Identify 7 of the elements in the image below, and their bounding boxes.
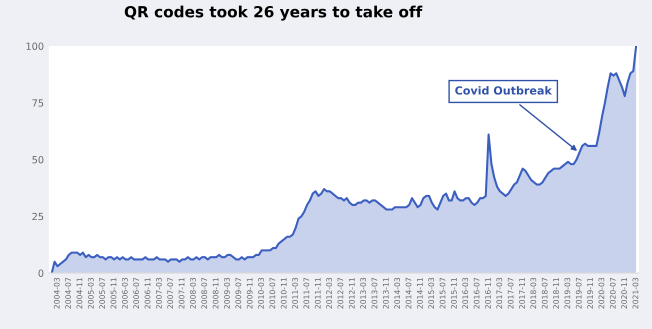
y-tick-label: 50 bbox=[32, 156, 44, 164]
y-tick-label: 25 bbox=[32, 212, 44, 220]
y-tick-label: 75 bbox=[32, 99, 44, 107]
y-tick-label: 100 bbox=[26, 42, 44, 50]
annotation: Covid Outbreak bbox=[455, 86, 552, 95]
chart-title: QR codes took 26 years to take off bbox=[124, 6, 422, 21]
y-tick-label: 0 bbox=[38, 270, 44, 277]
